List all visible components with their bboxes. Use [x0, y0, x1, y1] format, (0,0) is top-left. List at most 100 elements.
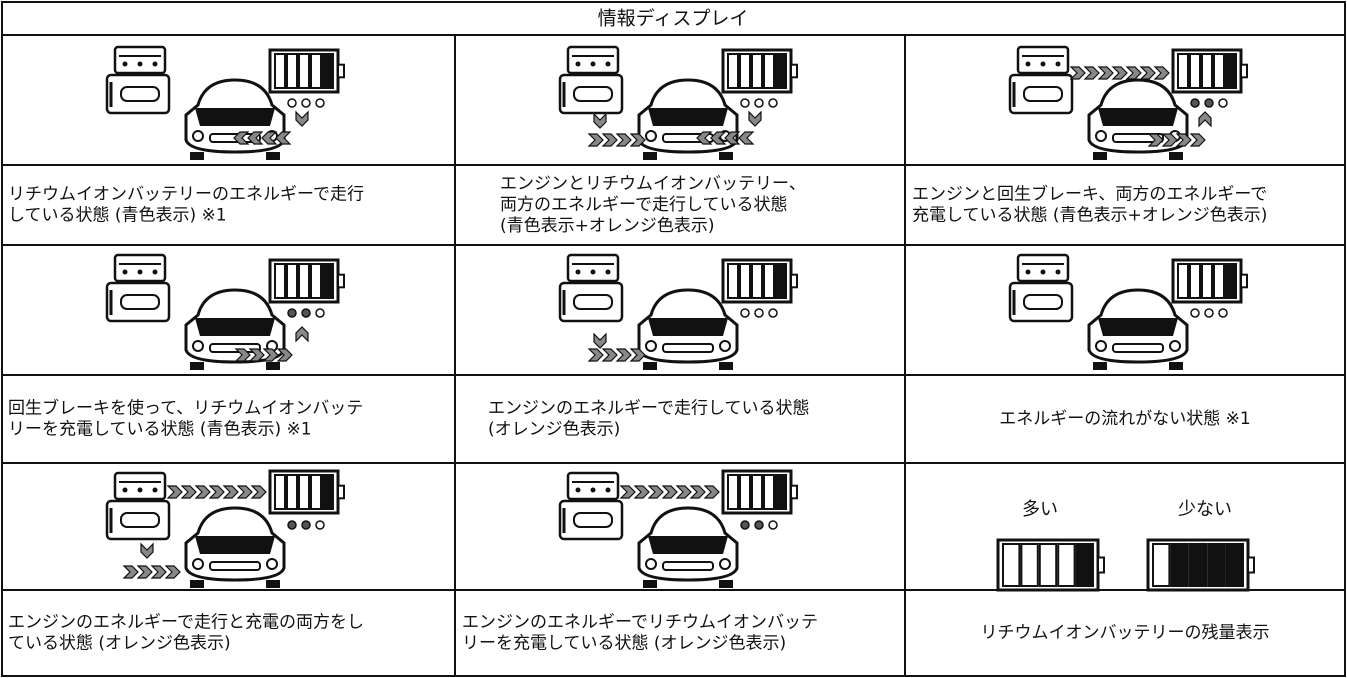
engine-dot — [1055, 61, 1061, 67]
flow-arrow — [647, 485, 664, 499]
indicator-dot — [315, 520, 325, 530]
flow-arrow — [615, 348, 632, 362]
battery-cell — [775, 474, 787, 510]
battery-cell — [751, 53, 763, 89]
battery-cell — [298, 53, 310, 89]
cell-text: 両方のエネルギーで走行している状態 — [500, 195, 787, 215]
car-wheel — [643, 580, 657, 588]
engine-dot — [605, 61, 611, 67]
flow-arrow — [180, 485, 197, 499]
indicator-dot — [287, 520, 297, 530]
battery-cell — [1189, 263, 1201, 299]
flow-arrow — [661, 485, 678, 499]
engine-pipe — [120, 86, 160, 102]
battery-cell — [1201, 263, 1213, 299]
indicator-dot — [1218, 308, 1228, 318]
battery-tip — [790, 273, 798, 289]
battery-cell — [310, 474, 322, 510]
battery-cell — [286, 474, 298, 510]
cell-text: している状態 (青色表示) ※1 — [8, 206, 227, 226]
flow-arrow — [295, 326, 309, 343]
battery-tip — [337, 63, 345, 79]
flow-arrow — [593, 112, 607, 129]
icon-group — [1008, 253, 1248, 370]
indicator-dot — [1218, 98, 1228, 108]
flow-arrow — [593, 332, 607, 349]
engine-top — [113, 253, 167, 283]
battery-cell — [1225, 263, 1237, 299]
flow-arrow — [615, 133, 632, 147]
engine-dot — [590, 269, 596, 275]
car-wheel — [190, 152, 204, 160]
cell-text: エンジンのエネルギーで走行と充電の両方をし — [8, 613, 364, 633]
indicator-dot — [1204, 308, 1214, 318]
engine-dot — [1025, 269, 1031, 275]
engine-top — [113, 45, 167, 75]
car-wheel — [266, 152, 280, 160]
indicator-dot — [768, 98, 778, 108]
car-light — [192, 558, 204, 570]
battery-cell — [763, 263, 775, 299]
icon-group — [1008, 45, 1248, 160]
car-wheel — [190, 362, 204, 370]
engine-top — [1016, 45, 1070, 75]
engine-dot — [1025, 61, 1031, 67]
battery-cell — [274, 474, 286, 510]
car-windshield — [648, 318, 728, 336]
icon-group — [105, 45, 345, 160]
indicator-dot — [1190, 308, 1200, 318]
car-light — [1169, 340, 1181, 352]
battery-cell — [1075, 543, 1094, 587]
flow-arrow — [1147, 133, 1164, 147]
indicator-dot — [301, 98, 311, 108]
indicator-dot — [754, 308, 764, 318]
flow-arrow — [233, 131, 250, 145]
indicator-dot — [740, 98, 750, 108]
battery-cell — [1213, 263, 1225, 299]
battery-cell — [310, 53, 322, 89]
battery-cell — [322, 263, 334, 299]
flow-arrow — [1111, 66, 1128, 80]
flow-arrow — [208, 485, 225, 499]
car-windshield — [648, 108, 728, 126]
flow-arrow — [724, 131, 741, 145]
battery-cell — [298, 263, 310, 299]
battery-cell — [1038, 543, 1058, 587]
battery-cell — [1225, 543, 1244, 587]
engine-pipe — [120, 294, 160, 310]
indicator-dot — [754, 520, 764, 530]
flow-arrow — [601, 348, 618, 362]
flow-arrow — [236, 485, 253, 499]
car-windshield — [195, 536, 275, 554]
engine-dot — [137, 487, 143, 493]
flow-arrow — [748, 110, 762, 127]
battery-cell — [274, 53, 286, 89]
battery-cell — [763, 53, 775, 89]
car-wheel — [719, 362, 733, 370]
flow-arrow — [140, 542, 154, 559]
car-light — [645, 340, 657, 352]
engine-dot — [152, 487, 158, 493]
engine-top — [566, 45, 620, 75]
flow-arrow — [619, 485, 636, 499]
flow-arrow — [633, 485, 650, 499]
flow-arrow — [1083, 66, 1100, 80]
flow-arrow — [1153, 66, 1170, 80]
engine-dot — [605, 269, 611, 275]
engine-top — [113, 471, 167, 501]
indicator-dot — [1204, 98, 1214, 108]
battery-cell — [1207, 543, 1226, 587]
engine-dot — [590, 61, 596, 67]
flow-arrow — [234, 348, 251, 362]
indicator-dot — [301, 520, 311, 530]
indicator-dot — [1190, 98, 1200, 108]
flow-arrow — [1175, 133, 1192, 147]
flow-arrow — [136, 565, 153, 579]
engine-dot — [605, 487, 611, 493]
engine-dot — [575, 61, 581, 67]
engine-top — [566, 253, 620, 283]
car-wheel — [266, 362, 280, 370]
flow-arrow — [261, 131, 278, 145]
battery-cell — [751, 263, 763, 299]
